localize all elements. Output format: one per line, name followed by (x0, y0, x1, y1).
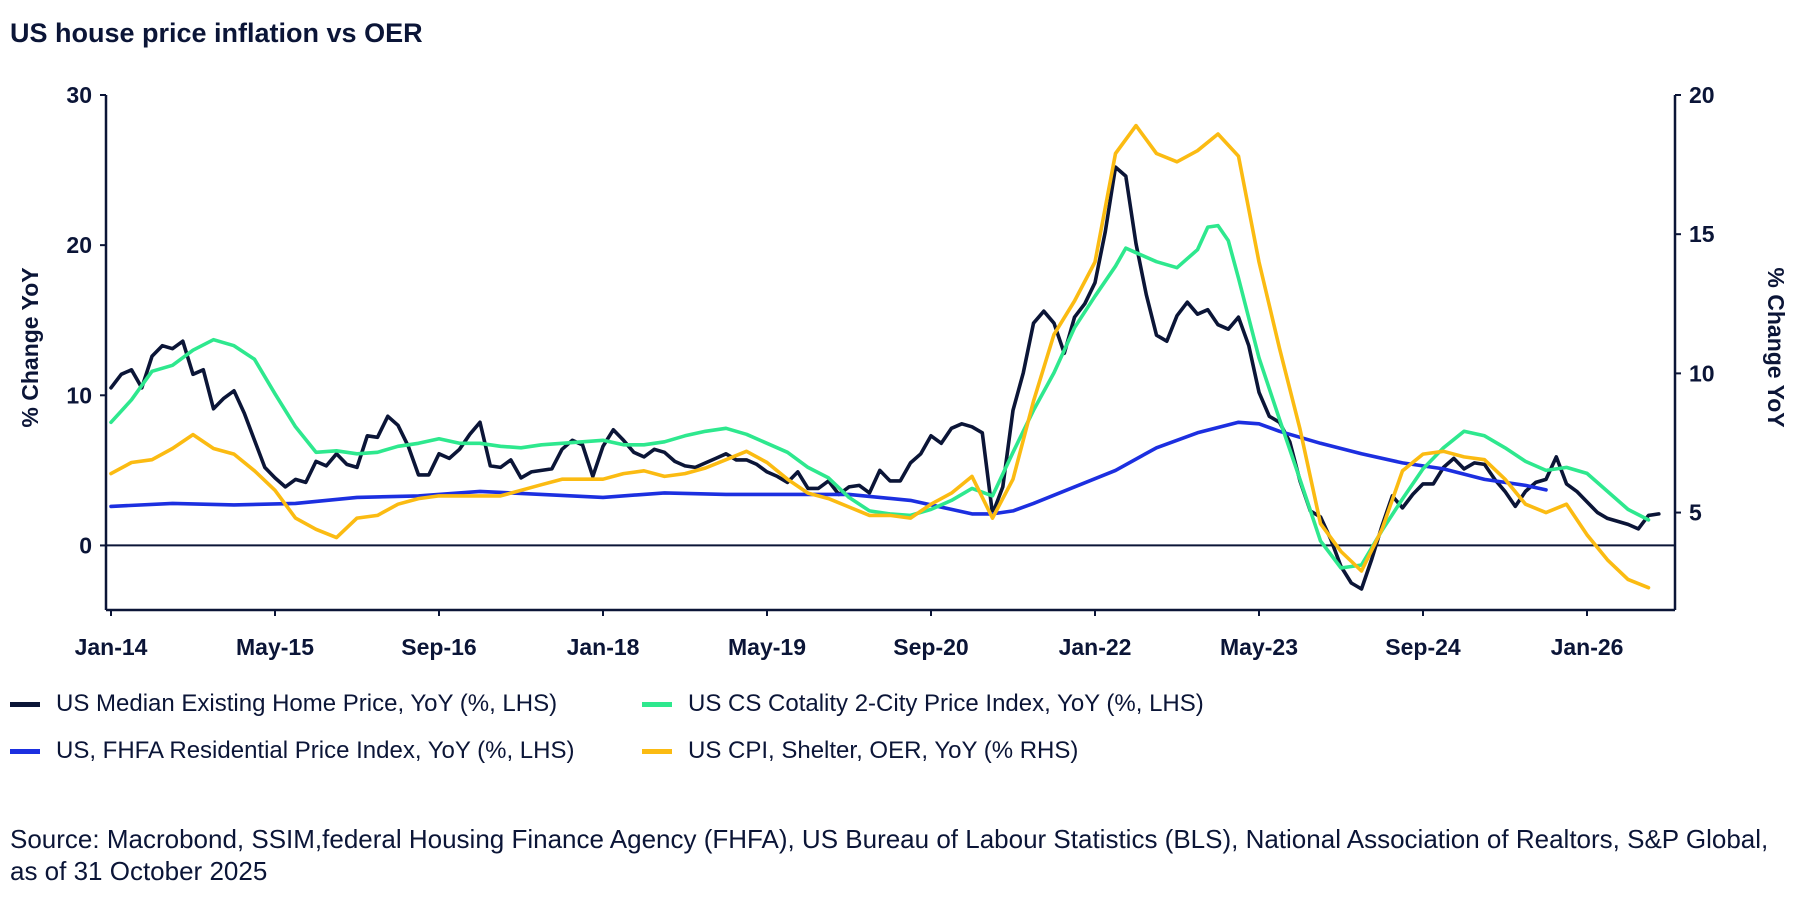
legend-label: US CS Cotality 2-City Price Index, YoY (… (688, 690, 1204, 717)
series-line-us-cpi-shelter-oer-yoy-rhs (109, 123, 1651, 590)
legend-swatch (642, 748, 672, 754)
right-axis-title: % Change YoY (1763, 267, 1789, 427)
x-tick-label: Jan-18 (567, 634, 640, 660)
right-tick-label: 5 (1689, 500, 1702, 526)
legend-swatch (642, 701, 672, 707)
legend-swatch (10, 701, 40, 707)
x-tick-label: Sep-16 (401, 634, 476, 660)
left-axis-title: % Change YoY (17, 267, 43, 427)
legend-label: US, FHFA Residential Price Index, YoY (%… (56, 737, 575, 764)
right-tick-label: 15 (1689, 221, 1715, 247)
legend-item-cpi-oer: US CPI, Shelter, OER, YoY (% RHS) (642, 737, 1078, 765)
legend-swatch (10, 748, 40, 754)
legend-item-median-existing-home-price: US Median Existing Home Price, YoY (%, L… (10, 690, 557, 718)
chart: 0 10 20 30 5 10 15 20 Jan-14 May-15 Sep-16 Jan-18 Ma… (17, 82, 1789, 660)
source-note: Source: Macrobond, SSIM,federal Housing … (10, 824, 1769, 886)
legend-label: US Median Existing Home Price, YoY (%, L… (56, 690, 558, 717)
axes (100, 94, 1681, 616)
x-tick-label: Jan-22 (1059, 634, 1132, 660)
left-tick-label: 20 (66, 232, 92, 258)
x-tick-label: May-15 (236, 634, 314, 660)
x-tick-label: May-19 (728, 634, 806, 660)
right-tick-label: 20 (1689, 82, 1715, 108)
legend-item-fhfa: US, FHFA Residential Price Index, YoY (%… (10, 737, 574, 765)
x-tick-label: Sep-20 (893, 634, 968, 660)
legend-label: US CPI, Shelter, OER, YoY (% RHS) (688, 737, 1079, 764)
x-tick-label: Jan-26 (1551, 634, 1624, 660)
chart-title: US house price inflation vs OER (10, 18, 423, 48)
series-layer (109, 123, 1661, 591)
series-line-us-median-existing-home-price-yoy-lhs (109, 165, 1661, 591)
x-tick-label: Jan-14 (75, 634, 148, 660)
x-tick-label: Sep-24 (1385, 634, 1461, 660)
left-tick-label: 10 (66, 382, 92, 408)
left-tick-label: 0 (79, 532, 92, 558)
right-tick-label: 10 (1689, 360, 1715, 386)
left-tick-label: 30 (66, 82, 92, 108)
legend-item-cs-cotality: US CS Cotality 2-City Price Index, YoY (… (642, 690, 1204, 718)
tick-labels: 0 10 20 30 5 10 15 20 Jan-14 May-15 Sep-16 Jan-18 Ma… (17, 82, 1789, 660)
x-tick-label: May-23 (1220, 634, 1298, 660)
